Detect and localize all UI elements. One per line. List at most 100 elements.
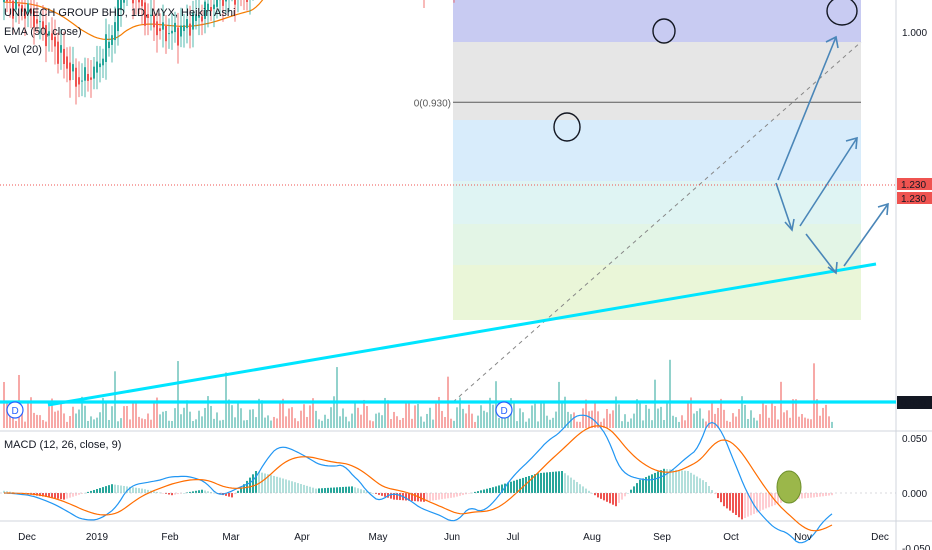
rising-trendline[interactable] [47,262,877,407]
candle [195,0,197,30]
macd-hist-bar [747,493,749,517]
time-tick-label: Feb [161,532,179,543]
last-price-tag: 1.230 1.230 [897,178,932,205]
macd-hist-bar [828,493,830,496]
volume-bar [495,381,497,428]
volume-bar [285,416,287,428]
macd-hist-bar [744,493,746,519]
volume-bar [105,403,107,428]
macd-hist-bar [93,489,95,493]
candle [168,18,170,49]
macd-hist-bar [618,493,620,503]
macd-hist-bar [252,474,254,493]
volume-bar [687,402,689,428]
macd-hist-bar [639,479,641,493]
candle [69,46,71,98]
volume-bar [384,397,386,428]
volume-bar [573,412,575,428]
volume-bar [750,410,752,428]
macd-hist-bar [573,479,575,493]
arrow-down-1-head [784,218,795,232]
volume-bar [789,417,791,428]
macd-hist-bar [519,478,521,493]
macd-hist-bar [237,490,239,493]
macd-hist-bar [732,493,734,513]
macd-hist-bar [477,491,479,493]
macd-hist-bar [420,493,422,502]
volume-bar [219,420,221,428]
macd-hist-bar [435,493,437,501]
macd-hist-bar [384,493,386,497]
volume-bar [393,411,395,428]
volume-bar [621,421,623,428]
volume-bar [189,411,191,428]
macd-hist-bar [213,492,215,494]
macd-hist-bar [537,473,539,493]
volume-bar [783,412,785,428]
price-axis: 1.4401.3751.3151.2501.1901.1251.0651.000 [902,28,927,39]
volume-bar [237,402,239,428]
macd-hist-bar [258,471,260,493]
volume-bar [276,418,278,428]
macd-hist-bar [495,486,497,493]
time-tick-label: Nov [794,532,812,543]
volume-bar [585,399,587,428]
volume-bar [819,415,821,428]
macd-hist-bar [807,493,809,498]
macd-hist-bar [660,470,662,493]
volume-bar [30,397,32,428]
volume-bars [3,359,833,428]
arrow-down-2 [805,233,837,274]
candle [9,0,11,18]
macd-hist-bar [687,471,689,493]
volume-bar [381,415,383,428]
macd-hist-bar [738,493,740,518]
volume-bar [777,419,779,428]
volume-bar [21,409,23,428]
volume-bar [411,418,413,428]
volume-bar [486,412,488,428]
macd-hist-bar [51,493,53,498]
candle [57,32,59,74]
macd-hist-bar [312,487,314,493]
volume-bar [561,402,563,428]
dividend-badge-1[interactable]: D [6,401,24,419]
candle [216,0,218,19]
macd-highlight-circle [776,470,802,504]
macd-hist-bar [375,493,377,494]
candle [207,0,209,28]
macd-hist-bar [147,489,149,493]
fib-diagonal-dashed [452,41,862,403]
arrow-down-2-head [827,261,838,275]
macd-hist-bar [486,488,488,493]
macd-hist-bar [111,484,113,493]
volume-bar [636,399,638,428]
macd-hist-bar [528,476,530,493]
macd-hist-bar [681,470,683,493]
macd-hist-bar [771,493,773,507]
dividend-badge-2[interactable]: D [495,401,513,419]
macd-hist-bar [57,493,59,499]
support-price-tag: 0.930 [897,396,932,409]
macd-hist-bar [279,477,281,493]
time-tick-label: Sep [653,532,671,543]
macd-hist-bar [39,493,41,497]
volume-bar [288,408,290,428]
volume-bar [273,416,275,428]
candle [252,0,254,1]
volume-bar [174,408,176,428]
macd-hist-bar [135,487,137,493]
macd-hist-bar [339,487,341,493]
macd-hist-bar [615,493,617,507]
candle [183,13,185,48]
volume-bar [582,408,584,428]
candle [234,0,236,22]
fib-zone-0618-05 [453,181,861,224]
volume-bar [762,401,764,428]
volume-bar [774,406,776,428]
time-tick-label: Dec [18,532,36,543]
candle [51,17,53,52]
volume-bar [540,402,542,428]
volume-bar [429,407,431,428]
volume-bar [615,396,617,428]
